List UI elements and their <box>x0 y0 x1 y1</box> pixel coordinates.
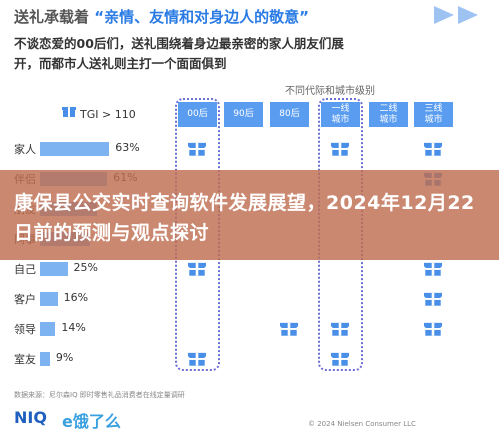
bar-value-label: 63% <box>115 141 140 154</box>
tgi-label: TGI > 110 <box>80 108 136 121</box>
bar <box>40 262 68 276</box>
bar-value-label: 14% <box>61 321 86 334</box>
bar <box>40 292 58 306</box>
gift-icon <box>424 322 442 336</box>
subtitle: 不谈恋爱的00后们，送礼围绕着身边最亲密的家人朋友们展开，而都市人送礼则主打一个… <box>14 36 344 71</box>
column-header: 80后 <box>270 102 309 127</box>
brand-logo: NIQ <box>14 408 47 427</box>
gift-icon <box>331 352 349 366</box>
gift-icon <box>331 142 349 156</box>
column-header: 90后 <box>224 102 263 127</box>
category-label: 室友 <box>14 353 36 366</box>
gift-icon <box>280 322 298 336</box>
category-label: 自己 <box>14 263 36 276</box>
bar <box>40 322 56 336</box>
gift-icon <box>62 107 76 117</box>
bar <box>40 142 110 156</box>
gift-icon <box>188 262 206 276</box>
chevron-right-icon <box>434 6 478 24</box>
category-label: 客户 <box>14 293 36 306</box>
overlay-banner <box>0 170 499 260</box>
bar-value-label: 25% <box>73 261 98 274</box>
bar-value-label: 16% <box>63 291 89 304</box>
category-label: 家人 <box>14 143 36 156</box>
column-header: 00后 <box>178 102 217 127</box>
bar <box>40 352 50 366</box>
column-header: 二线 城市 <box>369 102 408 127</box>
gift-icon <box>188 142 206 156</box>
gift-icon <box>188 352 206 366</box>
column-header: 三线 城市 <box>414 102 453 127</box>
legend-title: 不同代际和城市级别 <box>285 86 375 97</box>
gift-icon <box>424 142 442 156</box>
header-title: 送礼承载着 “亲情、友情和对身边人的敬意” <box>14 6 309 27</box>
header-quote: “亲情、友情和对身边人的敬意” <box>94 8 309 26</box>
gift-icon <box>331 322 349 336</box>
bar-value-label: 9% <box>55 351 74 364</box>
copyright: © 2024 Nielsen Consumer LLC <box>308 420 416 428</box>
source-note: 数据来源：尼尔森IQ 即时零售礼品消费者在线定量调研 <box>14 391 185 399</box>
gift-icon <box>424 262 442 276</box>
brand-logo-secondary: e饿了么 <box>62 412 121 431</box>
category-label: 领导 <box>14 323 36 336</box>
header-prefix: 送礼承载着 <box>14 8 90 26</box>
gift-icon <box>424 292 442 306</box>
banner-text: 康保县公交实时查询软件发展展望，2024年12月22日前的预测与观点探讨 <box>14 192 475 244</box>
column-header: 一线 城市 <box>321 102 360 127</box>
